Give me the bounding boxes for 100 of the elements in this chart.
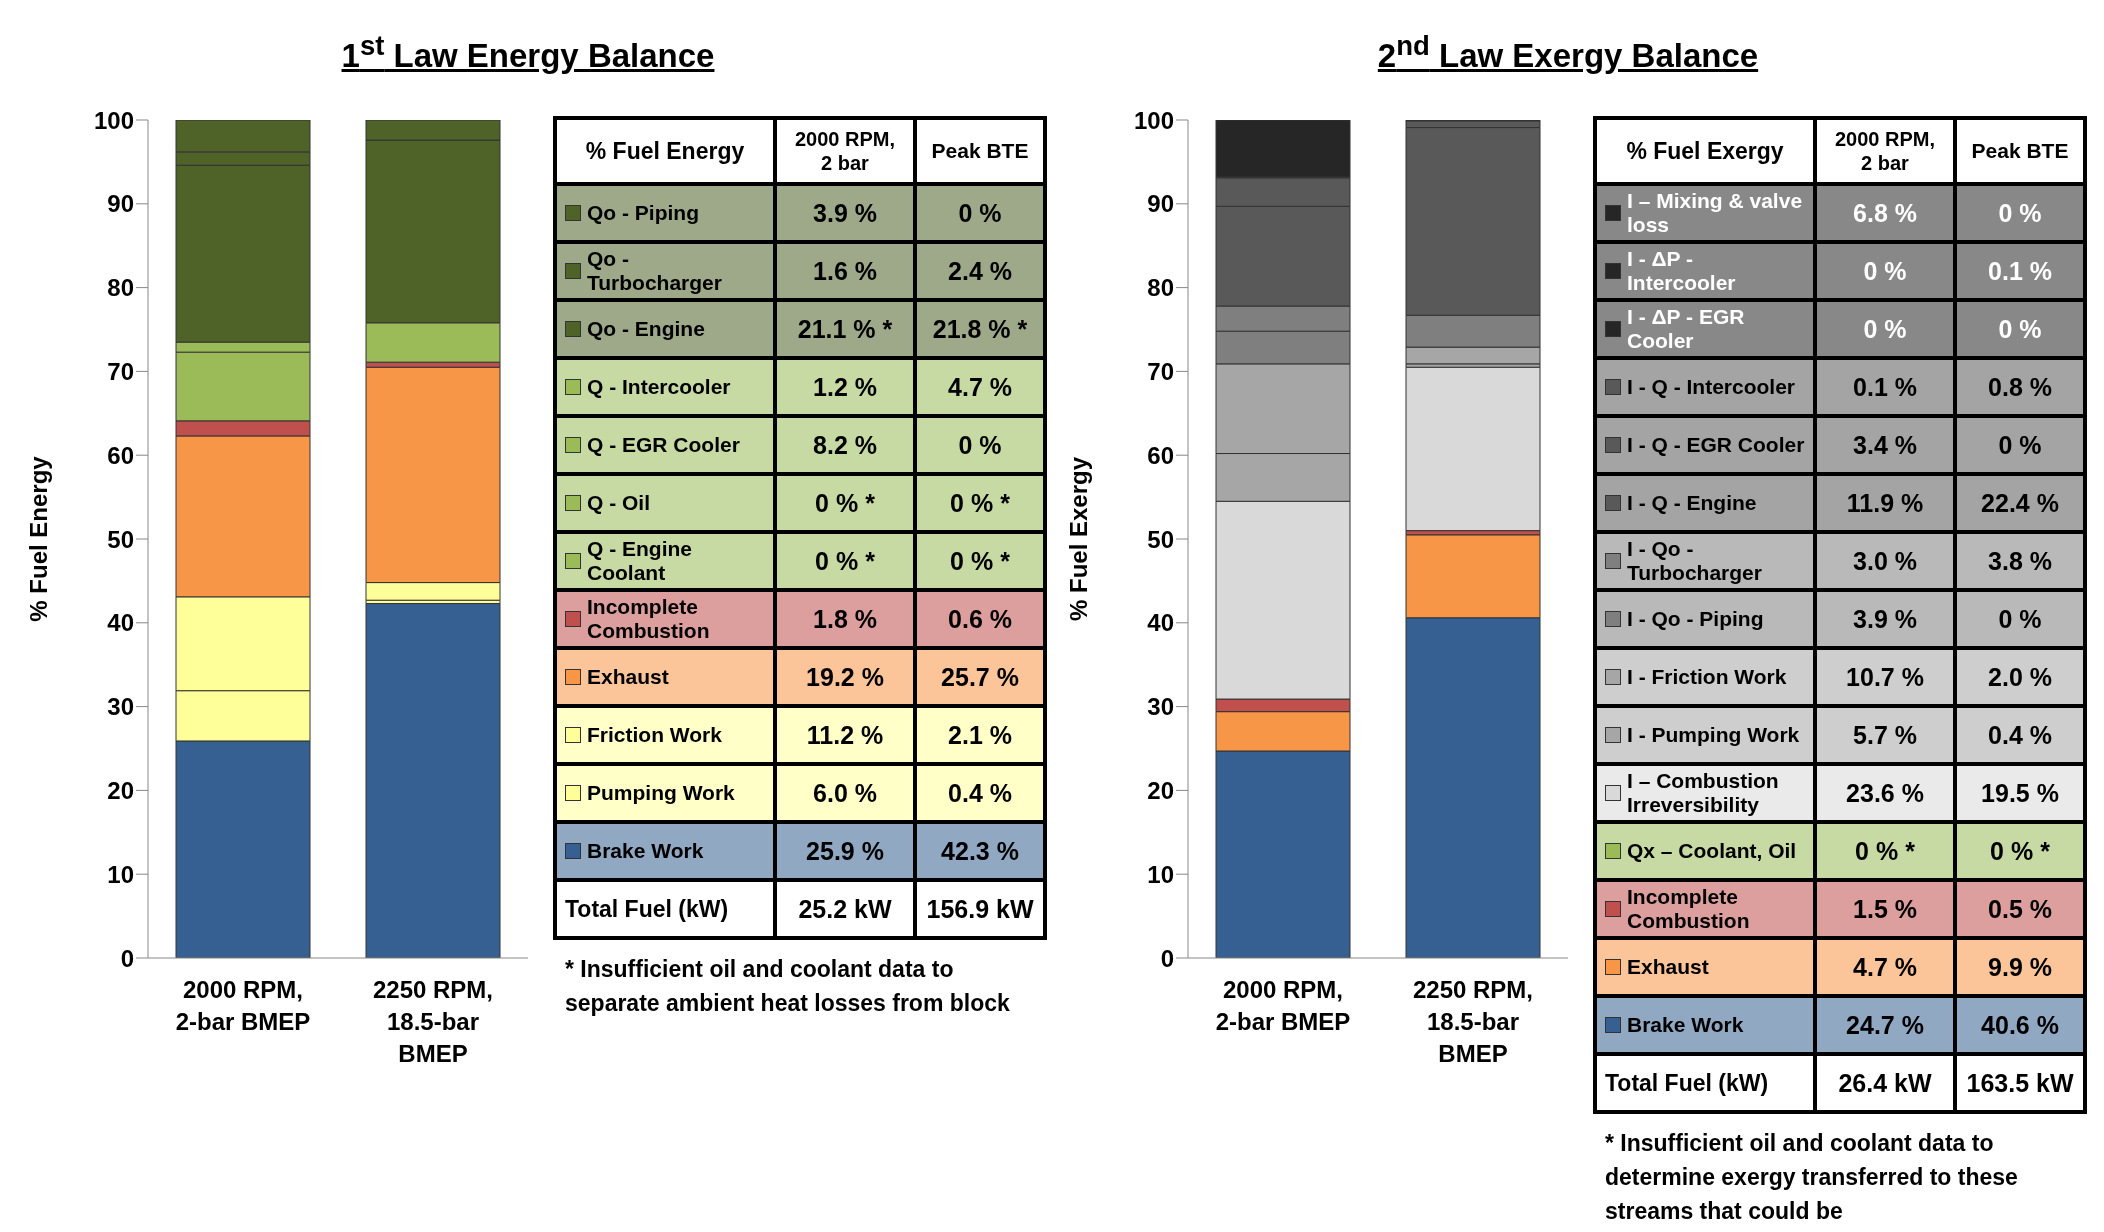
legend-title: % Fuel Energy	[557, 120, 773, 182]
text: 0 %	[1817, 244, 1953, 298]
legend-label: I - Q - Intercooler	[1627, 375, 1796, 399]
text: Peak BTE	[1957, 120, 2083, 182]
x-tick-label: 2000 RPM, 2-bar BMEP	[1215, 976, 1351, 1035]
text: 1.6 %	[777, 244, 913, 298]
text: 3.9 %	[1817, 592, 1953, 646]
text: 0.1 %	[1957, 244, 2083, 298]
text: 24.7 %	[1817, 998, 1953, 1052]
x-tick-label: 2000 RPM, 2-bar BMEP	[175, 976, 311, 1035]
text: 26.4 kW	[1817, 1056, 1953, 1110]
text: 2.4 %	[917, 244, 1043, 298]
legend-label: I - Pumping Work	[1627, 723, 1800, 747]
text: 0 %	[917, 186, 1043, 240]
text: 9.9 %	[1957, 940, 2083, 994]
text: 1.2 %	[777, 360, 913, 414]
legend-label: I - Friction Work	[1627, 665, 1787, 689]
legend-label: Exhaust	[587, 665, 669, 689]
text: 4.7 %	[917, 360, 1043, 414]
text: 0 % *	[1957, 824, 2083, 878]
text: 21.1 % *	[777, 302, 913, 356]
text: 1.5 %	[1817, 882, 1953, 936]
text: Total Fuel (kW)	[1597, 1056, 1813, 1110]
text: 22.4 %	[1957, 476, 2083, 530]
text: 0.4 %	[1957, 708, 2083, 762]
y-tick-label: 50	[107, 525, 134, 553]
text: 23.6 %	[1817, 766, 1953, 820]
text: 19.2 %	[777, 650, 913, 704]
chart-title: 1$^{st}$ Law Energy Balance	[341, 30, 715, 74]
y-tick-label: 30	[1147, 693, 1174, 721]
text: * Insufficient oil and coolant data to determine exergy transferred to these streams that could be	[1604, 1129, 2019, 1226]
text: 5.7 %	[1817, 708, 1953, 762]
legend-label: Friction Work	[587, 723, 722, 747]
text: 40.6 %	[1957, 998, 2083, 1052]
text: 156.9 kW	[917, 882, 1043, 936]
x-tick-label: 2250 RPM, 18.5-bar BMEP	[1412, 976, 1534, 1067]
y-tick-label: 50	[1147, 525, 1174, 553]
legend-title: % Fuel Exergy	[1597, 120, 1813, 182]
y-tick-label: 40	[107, 609, 134, 637]
text: 0 %	[917, 418, 1043, 472]
text: Peak BTE	[917, 120, 1043, 182]
text: 2.0 %	[1957, 650, 2083, 704]
text: 25.2 kW	[777, 882, 913, 936]
text: 0 % *	[777, 534, 913, 588]
y-tick-label: 20	[107, 776, 134, 804]
text: 11.9 %	[1817, 476, 1953, 530]
y-tick-label: 10	[107, 860, 134, 888]
text: 0 % *	[917, 534, 1043, 588]
y-tick-label: 10	[1147, 860, 1174, 888]
y-tick-label: 60	[107, 441, 134, 469]
y-tick-label: 70	[107, 357, 134, 385]
text: Total Fuel (kW)	[557, 882, 773, 936]
text: 0 % *	[917, 476, 1043, 530]
y-tick-label: 30	[107, 693, 134, 721]
text: 3.4 %	[1817, 418, 1953, 472]
text: 2000 RPM, 2 bar	[793, 127, 897, 175]
text: 21.8 % *	[917, 302, 1043, 356]
legend-label: I - Qo - Turbocharger	[1627, 537, 1763, 585]
text: 4.7 %	[1817, 940, 1953, 994]
chart-title: 2$^{nd}$ Law Exergy Balance	[1377, 30, 1759, 74]
text: 6.8 %	[1817, 186, 1953, 240]
legend-label: Brake Work	[1627, 1013, 1744, 1037]
legend-label: Incomplete Combustion	[1627, 885, 1751, 933]
legend-label: I – Combustion Irreversibility	[1627, 769, 1780, 817]
y-axis-title: % Fuel Exergy	[1064, 456, 1092, 622]
text: 0 % *	[777, 476, 913, 530]
text: 0 %	[1817, 302, 1953, 356]
y-tick-label: 90	[1147, 190, 1174, 218]
legend-label: I - Q - EGR Cooler	[1627, 433, 1805, 457]
y-tick-label: 60	[1147, 441, 1174, 469]
y-axis-title: % Fuel Energy	[24, 455, 52, 622]
legend-label: Qx – Coolant, Oil	[1627, 839, 1797, 863]
y-tick-label: 0	[1160, 944, 1174, 972]
text: 1.8 %	[777, 592, 913, 646]
y-tick-label: 0	[120, 944, 134, 972]
text: 8.2 %	[777, 418, 913, 472]
legend-label: I - ΔP - Intercooler	[1627, 247, 1737, 295]
x-tick-label: 2250 RPM, 18.5-bar BMEP	[372, 976, 494, 1067]
text: 6.0 %	[777, 766, 913, 820]
y-tick-label: 80	[107, 274, 134, 302]
y-tick-label: 20	[1147, 776, 1174, 804]
text: 0 %	[1957, 186, 2083, 240]
text: 3.9 %	[777, 186, 913, 240]
legend-label: Q - Intercooler	[587, 375, 731, 399]
text: 0.4 %	[917, 766, 1043, 820]
text: 163.5 kW	[1957, 1056, 2083, 1110]
text: 0.5 %	[1957, 882, 2083, 936]
legend-label: I - Qo - Piping	[1627, 607, 1764, 631]
y-tick-label: 40	[1147, 609, 1174, 637]
text: 0.8 %	[1957, 360, 2083, 414]
legend-label: Q - Oil	[587, 491, 650, 515]
legend-label: Exhaust	[1627, 955, 1709, 979]
legend-label: Q - Engine Coolant	[587, 537, 693, 585]
text: 10.7 %	[1817, 650, 1953, 704]
text: 11.2 %	[777, 708, 913, 762]
text: 0 %	[1957, 302, 2083, 356]
text: 0 % *	[1817, 824, 1953, 878]
y-tick-label: 100	[93, 106, 134, 134]
text: 3.8 %	[1957, 534, 2083, 588]
legend-label: Qo - Engine	[587, 317, 705, 341]
